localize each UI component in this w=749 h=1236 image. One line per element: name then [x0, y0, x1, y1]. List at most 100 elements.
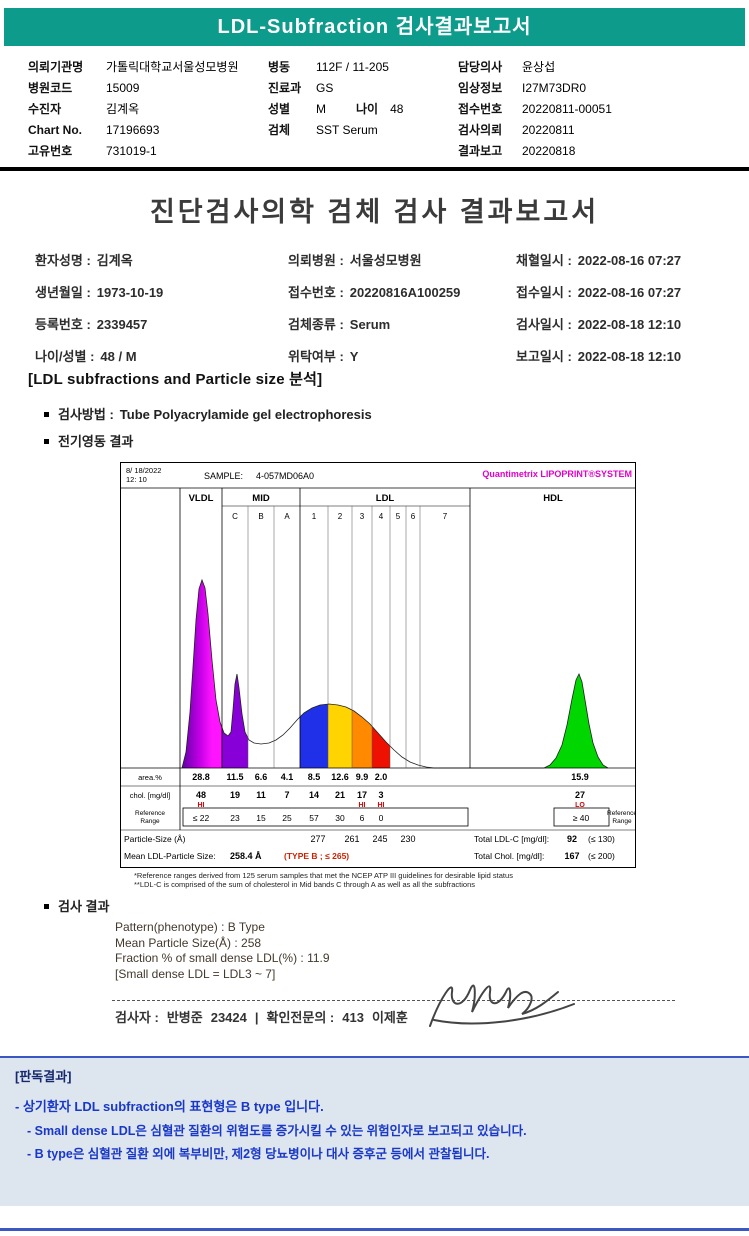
info-cell: 생년월일 : 1973-10-19: [35, 282, 163, 301]
reference-range-label: Range: [612, 818, 632, 825]
field-label: Chart No.: [28, 123, 82, 137]
chol-value: 48: [196, 790, 206, 800]
chart-footnote-2: **LDL-C is comprised of the sum of chole…: [134, 880, 476, 889]
field-label: 고유번호: [28, 144, 73, 158]
method-value: Tube Polyacrylamide gel electrophoresis: [119, 407, 372, 422]
chart-time: 12: 10: [126, 475, 147, 484]
signature-scribble: [429, 984, 575, 1027]
field-label: 등록번호 :: [35, 317, 91, 332]
area-row-label: area.%: [138, 773, 162, 782]
info-cell: 의뢰병원 : 서울성모병원: [288, 250, 422, 269]
field-value: 김계옥: [96, 253, 133, 268]
total-ldlc-label: Total LDL-C [mg/dl]:: [474, 834, 549, 844]
order-field: 병동 112F / 11-205: [268, 57, 403, 78]
chol-value: 19: [230, 790, 240, 800]
result-line: Fraction % of small dense LDL(%) : 11.9: [115, 951, 330, 965]
order-field: 의뢰기관명 가톨릭대학교서울성모병원: [28, 57, 238, 78]
order-field: 결과보고 20220818: [458, 141, 612, 162]
field-value: 731019-1: [106, 144, 157, 158]
ref-value: ≤ 22: [193, 813, 210, 823]
panel-bottom-rule: [0, 1228, 749, 1231]
ref-value: 57: [309, 813, 319, 823]
order-field: 고유번호 731019-1: [28, 141, 238, 162]
info-cell: 보고일시 : 2022-08-18 12:10: [516, 346, 681, 365]
field-value: 2339457: [96, 317, 148, 332]
bullet-icon: [44, 439, 49, 444]
field-label: 담당의사: [458, 60, 503, 74]
field-label: 위탁여부 :: [288, 349, 344, 364]
reference-range-label: Reference: [607, 810, 636, 817]
density-curve: [181, 578, 609, 769]
particle-size-label: Particle-Size (Å): [124, 834, 186, 844]
field-value: SST Serum: [316, 123, 378, 137]
area-value: 28.8: [192, 772, 210, 782]
examiner-name: 반병준: [166, 1010, 203, 1025]
field-label: 수진자: [28, 102, 62, 116]
info-cell: 채혈일시 : 2022-08-16 07:27: [516, 250, 681, 269]
info-cell: 환자성명 : 김계옥: [35, 250, 133, 269]
electrophoresis-line: 전기영동 결과: [44, 431, 133, 450]
report-title-bar: LDL-Subfraction 검사결과보고서: [4, 8, 745, 46]
field-label: 보고일시 :: [516, 349, 572, 364]
field-value: 48: [390, 102, 404, 116]
area-value: 12.6: [331, 772, 349, 782]
field-label: 검사일시 :: [516, 317, 572, 332]
reference-range-label: Range: [140, 818, 160, 825]
area-value: 2.0: [375, 772, 388, 782]
field-label: 검체: [268, 123, 291, 137]
info-cell: 검사일시 : 2022-08-18 12:10: [516, 314, 681, 333]
particle-size-value: 261: [344, 834, 359, 844]
field-value: Y: [349, 349, 359, 364]
order-info-col2: 병동 112F / 11-205 진료과 GS 성별 M 나이 48 검체 SST S…: [268, 57, 403, 141]
field-value: 2022-08-16 07:27: [577, 285, 682, 300]
field-value: 김계옥: [106, 102, 140, 116]
band-label-mid: MID: [252, 493, 270, 504]
interpretation-heading: [판독결과]: [15, 1069, 72, 1084]
subband-label: C: [232, 512, 238, 521]
ref-value: 23: [230, 813, 240, 823]
order-field: 검사의뢰 20220811: [458, 120, 612, 141]
electrophoresis-chart: 8/ 18/2022 12: 10 SAMPLE: 4-057MD06A0 Qu…: [120, 462, 637, 868]
reference-range-box-hdl: [553, 807, 610, 827]
field-label: 생년월일 :: [35, 285, 91, 300]
field-label: 접수번호: [458, 102, 503, 116]
total-ldlc-value: 92: [567, 834, 577, 844]
field-label: 진료과: [268, 81, 302, 95]
field-label: 임상정보: [458, 81, 503, 95]
field-value: 112F / 11-205: [316, 60, 389, 74]
lipoprint-chart-svg: 8/ 18/2022 12: 10 SAMPLE: 4-057MD06A0 Qu…: [120, 462, 637, 868]
electrophoresis-label: 전기영동 결과: [58, 434, 134, 449]
field-label: 나이: [356, 102, 379, 116]
subband-label: B: [258, 512, 263, 521]
chol-value: 11: [256, 790, 266, 800]
band-label-ldl: LDL: [376, 493, 395, 504]
mean-particle-label: Mean LDL-Particle Size:: [124, 851, 216, 861]
order-field: 담당의사 윤상섭: [458, 57, 612, 78]
field-value: 20220811-00051: [522, 102, 612, 116]
ref-value: 15: [256, 813, 266, 823]
area-value-hdl: 15.9: [571, 772, 589, 782]
flag-hi: HI: [198, 802, 205, 809]
field-label: 검체종류 :: [288, 317, 344, 332]
field-value: 15009: [106, 81, 140, 95]
ref-value-hdl: ≥ 40: [573, 813, 590, 823]
result-section-header: 검사 결과: [44, 896, 109, 915]
confirm-doctor-number: 413: [342, 1010, 364, 1025]
method-line: 검사방법 : Tube Polyacrylamide gel electropho…: [44, 404, 372, 423]
area-value: 11.5: [226, 772, 243, 782]
field-value: 2022-08-18 12:10: [577, 317, 682, 332]
field-label: 검사의뢰: [458, 123, 503, 137]
field-value: GS: [316, 81, 334, 95]
field-value: Serum: [349, 317, 391, 332]
particle-size-value: 245: [372, 834, 387, 844]
subband-label: 4: [379, 512, 384, 521]
field-value: 2022-08-18 12:10: [577, 349, 682, 364]
subband-label: 3: [360, 512, 365, 521]
ref-value: 6: [360, 813, 365, 823]
order-field: 병원코드 15009: [28, 78, 238, 99]
field-label: 채혈일시 :: [516, 253, 572, 268]
interpretation-line: - 상기환자 LDL subfraction의 표현형은 B type 입니다.: [15, 1099, 324, 1114]
field-label: 결과보고: [458, 144, 503, 158]
ref-value: 0: [379, 813, 384, 823]
